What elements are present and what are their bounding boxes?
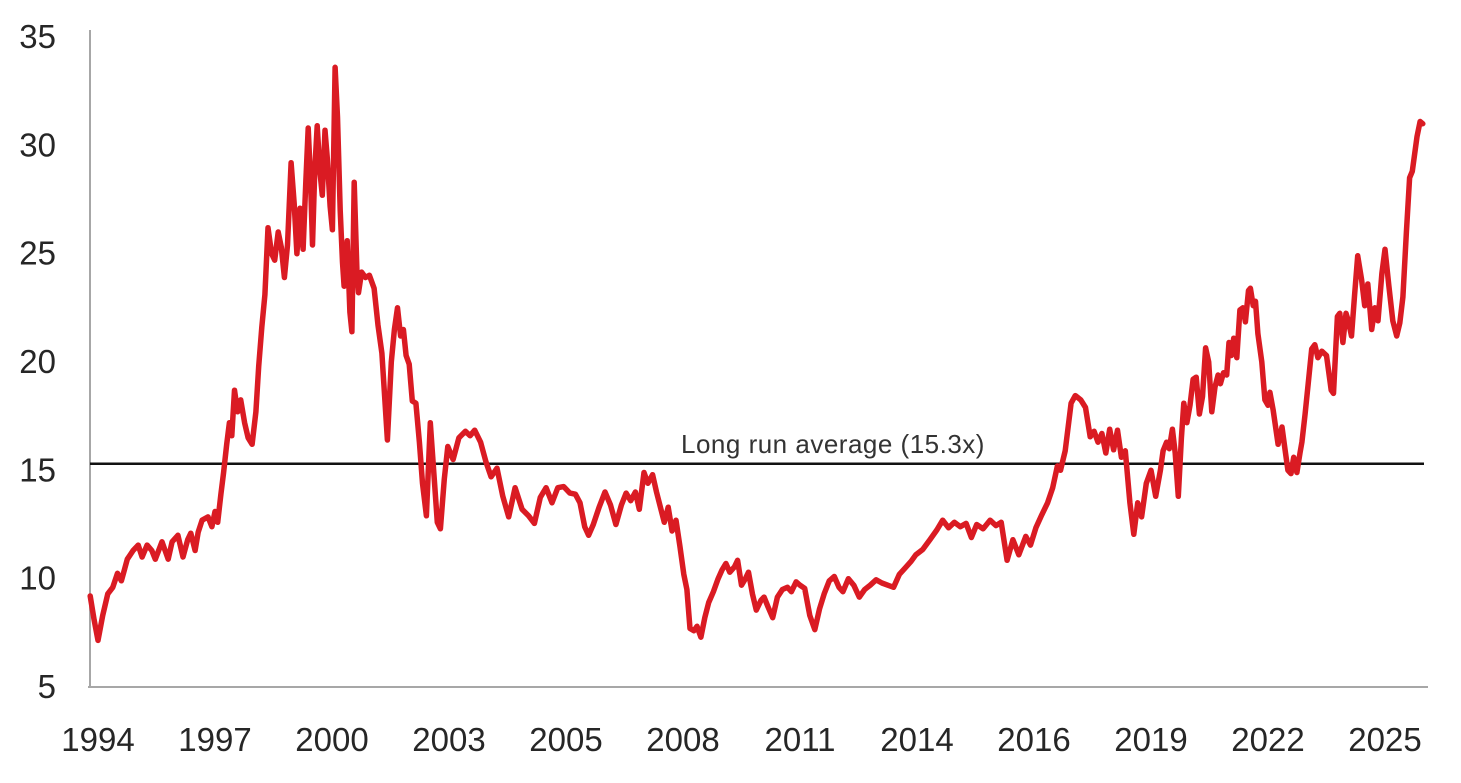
x-tick-label: 2022 bbox=[1231, 721, 1304, 758]
series-line bbox=[87, 64, 1426, 644]
y-tick-label: 25 bbox=[19, 235, 56, 272]
x-tick-label: 1997 bbox=[178, 721, 251, 758]
x-tick-label: 2014 bbox=[880, 721, 953, 758]
x-tick-label: 2003 bbox=[412, 721, 485, 758]
y-tick-label: 35 bbox=[19, 18, 56, 55]
y-tick-label: 5 bbox=[38, 668, 56, 705]
x-tick-label: 2019 bbox=[1114, 721, 1187, 758]
average-line-label: Long run average (15.3x) bbox=[681, 429, 985, 459]
x-tick-label: 2008 bbox=[646, 721, 719, 758]
y-tick-label: 15 bbox=[19, 451, 56, 488]
x-tick-label: 2005 bbox=[529, 721, 602, 758]
x-tick-label: 2011 bbox=[765, 721, 836, 758]
x-tick-label: 2025 bbox=[1348, 721, 1421, 758]
y-tick-label: 20 bbox=[19, 343, 56, 380]
y-tick-label: 30 bbox=[19, 126, 56, 163]
y-tick-label: 10 bbox=[19, 560, 56, 597]
x-tick-label: 2000 bbox=[295, 721, 368, 758]
x-tick-label: 2016 bbox=[997, 721, 1070, 758]
x-tick-label: 1994 bbox=[61, 721, 134, 758]
